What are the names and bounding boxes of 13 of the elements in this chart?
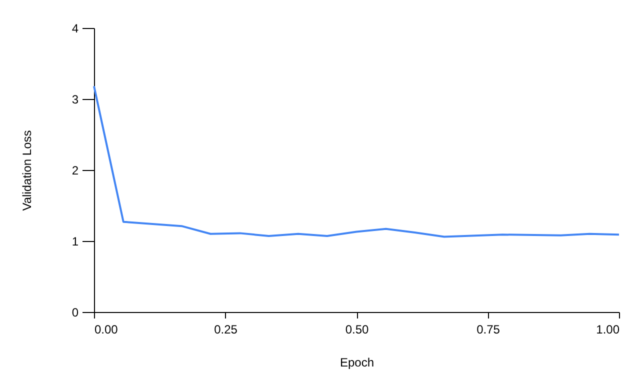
x-tick-label: 0.00	[94, 322, 118, 336]
y-tick-label: 4	[72, 22, 79, 36]
line-series	[93, 85, 620, 238]
x-tick-label: 1.00	[596, 322, 620, 336]
y-tick-label: 2	[72, 164, 79, 178]
x-tick-label: 0.50	[345, 322, 369, 336]
x-tick-label: 0.75	[476, 322, 500, 336]
y-tick-label: 0	[72, 306, 79, 320]
y-tick-label: 3	[72, 92, 79, 106]
x-tick-label: 0.25	[214, 322, 238, 336]
y-tick-label: 1	[72, 234, 79, 248]
y-axis-title: Validation Loss	[20, 130, 34, 211]
x-axis-title: Epoch	[340, 356, 374, 370]
